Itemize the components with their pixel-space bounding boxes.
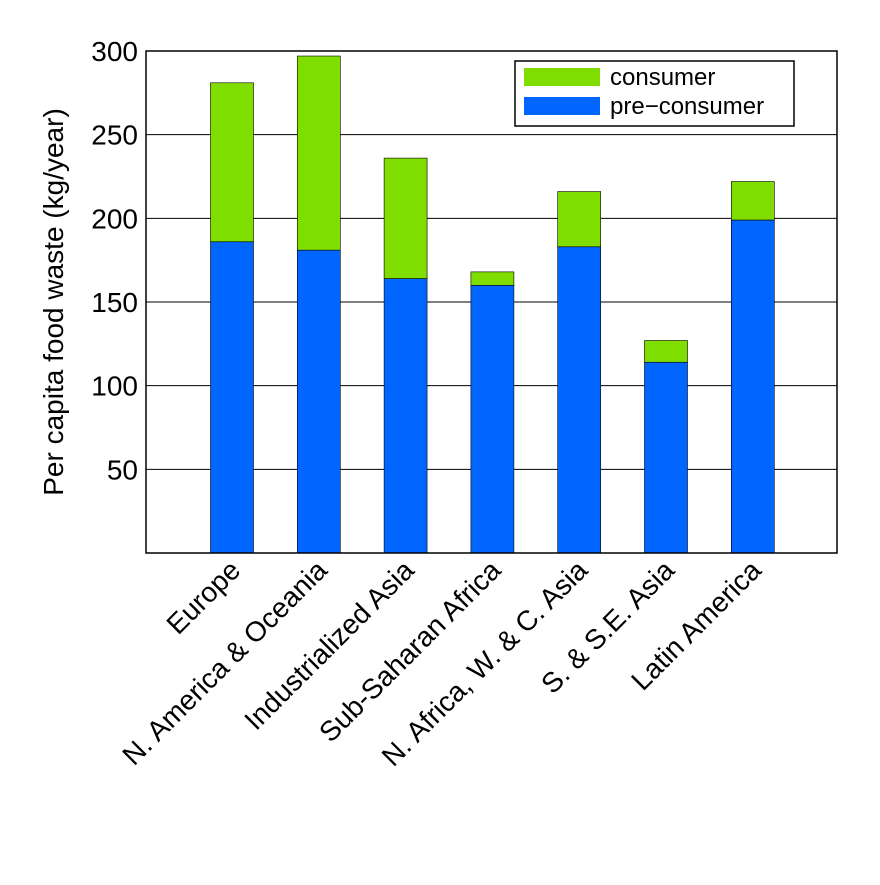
bar-consumer-2 [383,157,428,279]
bars [210,55,775,554]
y-tick-label: 50 [107,454,138,485]
bar-pre-consumer-3 [470,284,515,554]
y-tick-labels: 50 100 150 200 250 300 [91,36,138,485]
bar-consumer-3 [470,271,515,286]
bar-consumer-0 [210,82,254,243]
plot-frame [145,50,838,554]
legend-label-pre-consumer: pre−consumer [610,93,764,120]
legend: consumer pre−consumer [514,60,795,127]
bar-pre-consumer-1 [296,249,341,554]
y-tick-label: 150 [91,287,138,318]
bar-consumer-5 [644,340,688,363]
y-tick-label: 250 [91,120,138,151]
bar-pre-consumer-6 [730,219,775,554]
bar-consumer-1 [296,55,341,251]
bar-pre-consumer-0 [210,241,254,554]
y-tick-label: 100 [91,371,138,402]
legend-label-consumer: consumer [610,64,715,91]
bar-pre-consumer-4 [557,246,602,554]
bar-pre-consumer-5 [644,361,688,554]
legend-swatch-consumer [524,68,600,86]
y-tick-label: 200 [91,203,138,234]
bar-consumer-4 [557,191,602,248]
bar-consumer-6 [730,181,775,221]
bar-pre-consumer-2 [383,278,428,554]
y-tick-label: 300 [91,36,138,67]
legend-swatch-pre-consumer [524,97,600,115]
x-category-label: Europe [160,554,246,640]
y-axis-title: Per capita food waste (kg/year) [38,108,69,496]
